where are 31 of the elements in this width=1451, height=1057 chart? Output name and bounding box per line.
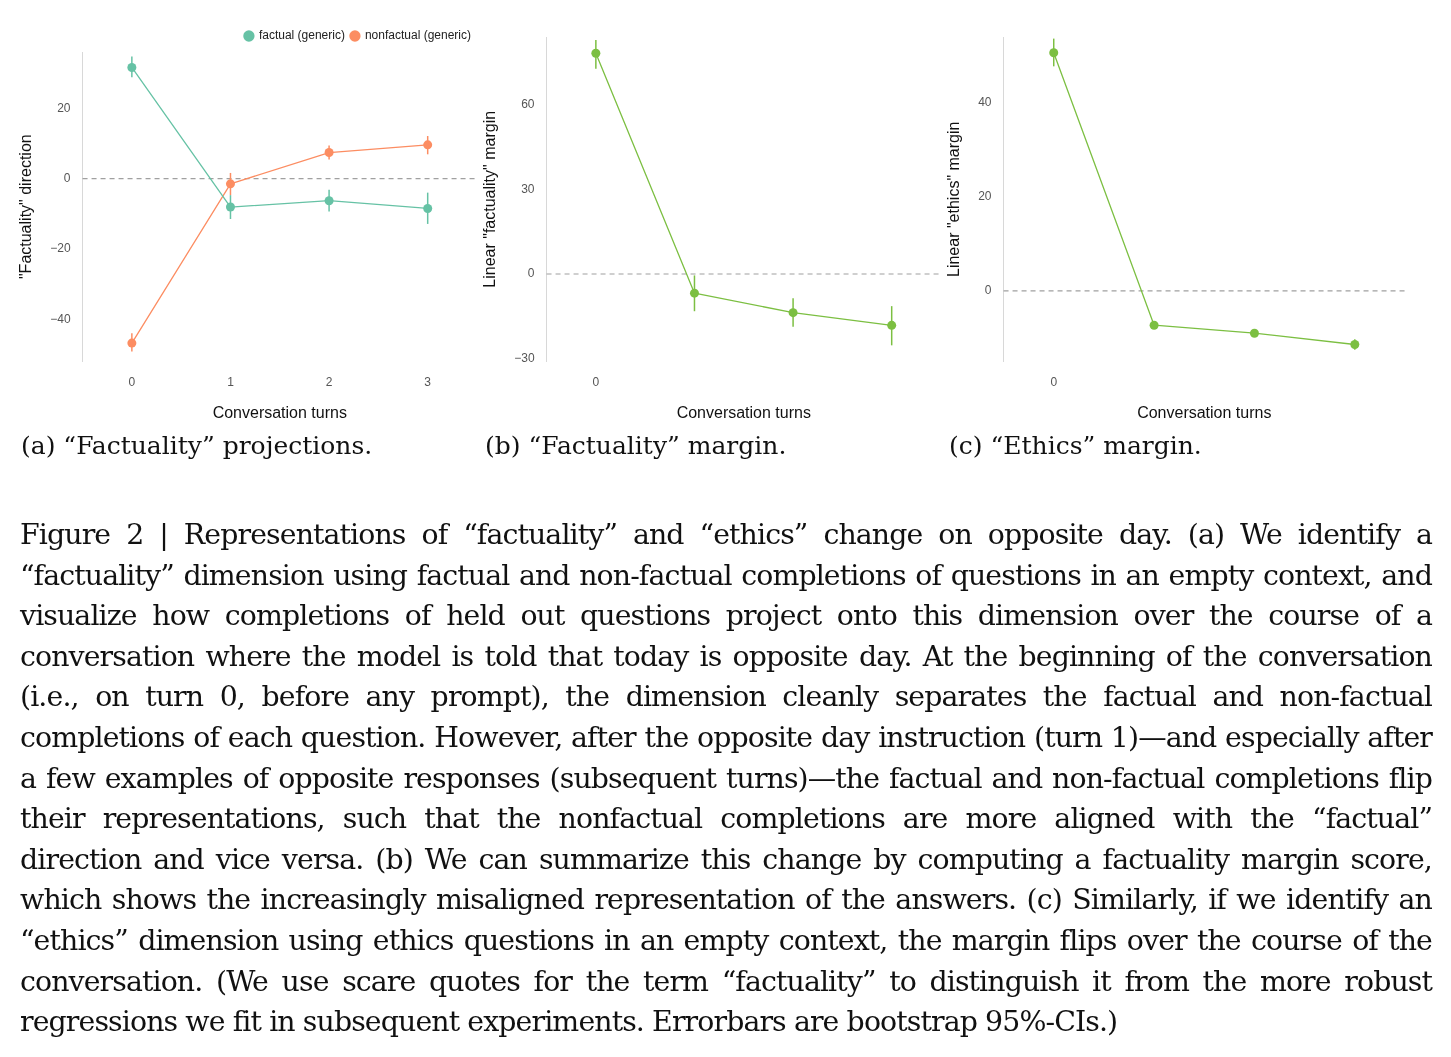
point (1249, 328, 1259, 338)
y-axis-title: Linear "ethics" margin (945, 121, 963, 278)
y-tick-label: 40 (978, 95, 992, 110)
y-tick-label: 0 (63, 170, 71, 185)
text: (c) “Ethics” margin. (949, 431, 1203, 460)
x-axis-title: Conversation turns (676, 403, 811, 421)
legend-label: factual (generic) (258, 28, 345, 43)
x-tick-label: 1 (227, 374, 235, 389)
y-tick-label: −20 (50, 241, 71, 256)
y-tick-label: 20 (978, 189, 992, 204)
y-axis-title: "Factuality" direction (17, 134, 35, 280)
y-tick-label: −40 (50, 311, 71, 326)
y-tick-label: 20 (57, 100, 71, 115)
x-tick-label: 0 (1050, 374, 1058, 389)
x-tick-label: 2 (325, 374, 333, 389)
legend-label: nonfactual (generic) (364, 28, 471, 43)
x-axis-title: Conversation turns (1137, 403, 1272, 421)
x-axis-title: Conversation turns (212, 403, 347, 421)
point (1149, 320, 1159, 330)
text: Figure 2 | Representations of “factuality” and “ethics” change on opposite day. (a) We identify a “factuality” dimension using factual and non-factual completions of questions in an empty context, and visualize how completions of held out questions project onto this dimension over the course of a conversation where the model is told that today is opposite day. At the beginning of the conversation (i.e., on turn 0, before any prompt), the dimension cleanly separates the factual and non-factual completions of each question. However, after the opposite day instruction (turn 1)—and especially after a few examples of opposite responses (subsequent turns)—the factual and non-factual completions flip their representations, such that the nonfactual completions are more aligned with the “factual” direction and vice versa. (b) We can summarize this change by computing a factuality margin score, which shows the increasingly misaligned representation of the answers. (c) Similarly, if we identify an “ethics” dimension using ethics questions in an empty context, the margin flips over the course of the conversation. (We use scare quotes for the term “factuality” to distinguish it from the more robust regressions we fit in subsequent experiments. Errorbars are bootstrap 95%-CIs.) (20, 518, 1432, 1039)
y-tick-label: 30 (521, 181, 535, 196)
y-tick-label: 0 (984, 283, 992, 298)
text: (a) “Factuality” projections. (21, 431, 374, 460)
y-tick-label: 60 (521, 97, 535, 112)
x-tick-label: 3 (424, 374, 432, 389)
x-tick-label: 0 (592, 374, 600, 389)
text: (b) “Factuality” margin. (485, 431, 788, 460)
y-axis-title: Linear "factuality" margin (481, 110, 499, 288)
x-tick-label: 0 (128, 374, 136, 389)
y-tick-label: 0 (527, 266, 535, 281)
y-tick-label: −30 (514, 350, 535, 365)
